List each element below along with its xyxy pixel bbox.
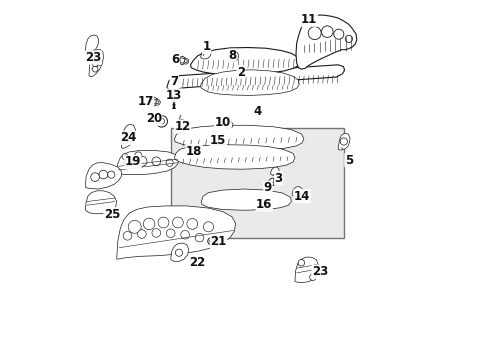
Circle shape xyxy=(333,29,343,39)
Polygon shape xyxy=(121,124,135,148)
Polygon shape xyxy=(149,97,158,106)
Circle shape xyxy=(126,134,131,139)
Text: 12: 12 xyxy=(174,120,190,133)
Polygon shape xyxy=(228,52,238,62)
Circle shape xyxy=(92,66,98,72)
Polygon shape xyxy=(85,191,117,214)
Polygon shape xyxy=(85,163,121,189)
Text: 8: 8 xyxy=(227,49,236,62)
Circle shape xyxy=(207,238,215,245)
Text: 22: 22 xyxy=(188,256,204,269)
Polygon shape xyxy=(85,35,99,52)
Text: 7: 7 xyxy=(170,75,183,88)
Text: 13: 13 xyxy=(165,89,182,102)
Text: 24: 24 xyxy=(120,131,137,144)
Polygon shape xyxy=(117,150,179,175)
Circle shape xyxy=(179,58,184,63)
Circle shape xyxy=(107,171,115,178)
Text: 17: 17 xyxy=(137,95,153,108)
Polygon shape xyxy=(175,120,185,133)
Circle shape xyxy=(166,229,175,238)
Circle shape xyxy=(128,220,141,233)
Text: 10: 10 xyxy=(214,116,230,129)
Text: 23: 23 xyxy=(311,265,327,278)
Circle shape xyxy=(159,118,164,124)
Polygon shape xyxy=(295,15,356,69)
Circle shape xyxy=(186,219,197,229)
Text: 19: 19 xyxy=(124,156,141,168)
Text: 21: 21 xyxy=(210,235,226,248)
Circle shape xyxy=(137,156,146,166)
Circle shape xyxy=(122,154,127,159)
Circle shape xyxy=(184,60,187,63)
Polygon shape xyxy=(224,121,232,129)
Circle shape xyxy=(309,274,316,280)
Text: 20: 20 xyxy=(145,112,162,125)
Polygon shape xyxy=(294,257,318,283)
Circle shape xyxy=(181,230,189,239)
Circle shape xyxy=(175,249,182,256)
Circle shape xyxy=(172,217,183,228)
Text: 15: 15 xyxy=(210,134,226,147)
FancyBboxPatch shape xyxy=(170,128,343,238)
Circle shape xyxy=(152,157,160,166)
Polygon shape xyxy=(337,133,349,150)
Circle shape xyxy=(99,170,107,179)
Text: 11: 11 xyxy=(301,13,317,26)
Text: 16: 16 xyxy=(256,198,272,211)
Circle shape xyxy=(345,35,352,42)
Circle shape xyxy=(92,61,98,67)
Circle shape xyxy=(134,152,142,159)
Circle shape xyxy=(124,158,133,167)
Circle shape xyxy=(195,233,203,242)
Text: 3: 3 xyxy=(273,172,282,185)
Circle shape xyxy=(156,101,159,104)
Circle shape xyxy=(92,55,98,61)
Text: 14: 14 xyxy=(293,190,310,203)
Polygon shape xyxy=(174,145,294,169)
Polygon shape xyxy=(201,189,291,210)
Polygon shape xyxy=(190,48,300,75)
Circle shape xyxy=(137,230,146,238)
Polygon shape xyxy=(291,186,302,197)
Text: 23: 23 xyxy=(85,51,101,65)
Circle shape xyxy=(321,26,332,37)
Polygon shape xyxy=(200,70,299,95)
Circle shape xyxy=(183,58,188,64)
Text: 9: 9 xyxy=(263,181,271,194)
Circle shape xyxy=(209,239,213,243)
Circle shape xyxy=(166,159,173,166)
Polygon shape xyxy=(117,206,235,259)
Circle shape xyxy=(123,231,132,240)
Polygon shape xyxy=(270,167,279,175)
Circle shape xyxy=(268,178,276,185)
Text: 4: 4 xyxy=(252,105,261,119)
Circle shape xyxy=(340,138,347,145)
Text: 25: 25 xyxy=(103,208,120,221)
Text: 5: 5 xyxy=(341,148,352,167)
Circle shape xyxy=(151,99,156,104)
Text: 1: 1 xyxy=(202,40,210,56)
Circle shape xyxy=(123,132,133,142)
Text: 18: 18 xyxy=(185,145,202,158)
Circle shape xyxy=(143,218,155,230)
Polygon shape xyxy=(170,243,188,261)
Polygon shape xyxy=(167,65,344,90)
Polygon shape xyxy=(178,56,185,65)
Text: 6: 6 xyxy=(171,53,180,66)
Circle shape xyxy=(154,99,160,105)
Circle shape xyxy=(152,229,160,237)
Text: 2: 2 xyxy=(236,66,244,78)
Circle shape xyxy=(156,116,167,127)
Circle shape xyxy=(203,222,213,232)
Polygon shape xyxy=(200,48,211,59)
Circle shape xyxy=(307,27,321,40)
Polygon shape xyxy=(174,125,303,150)
Polygon shape xyxy=(89,50,103,77)
Circle shape xyxy=(91,173,99,181)
Circle shape xyxy=(298,260,304,266)
Circle shape xyxy=(158,217,168,228)
